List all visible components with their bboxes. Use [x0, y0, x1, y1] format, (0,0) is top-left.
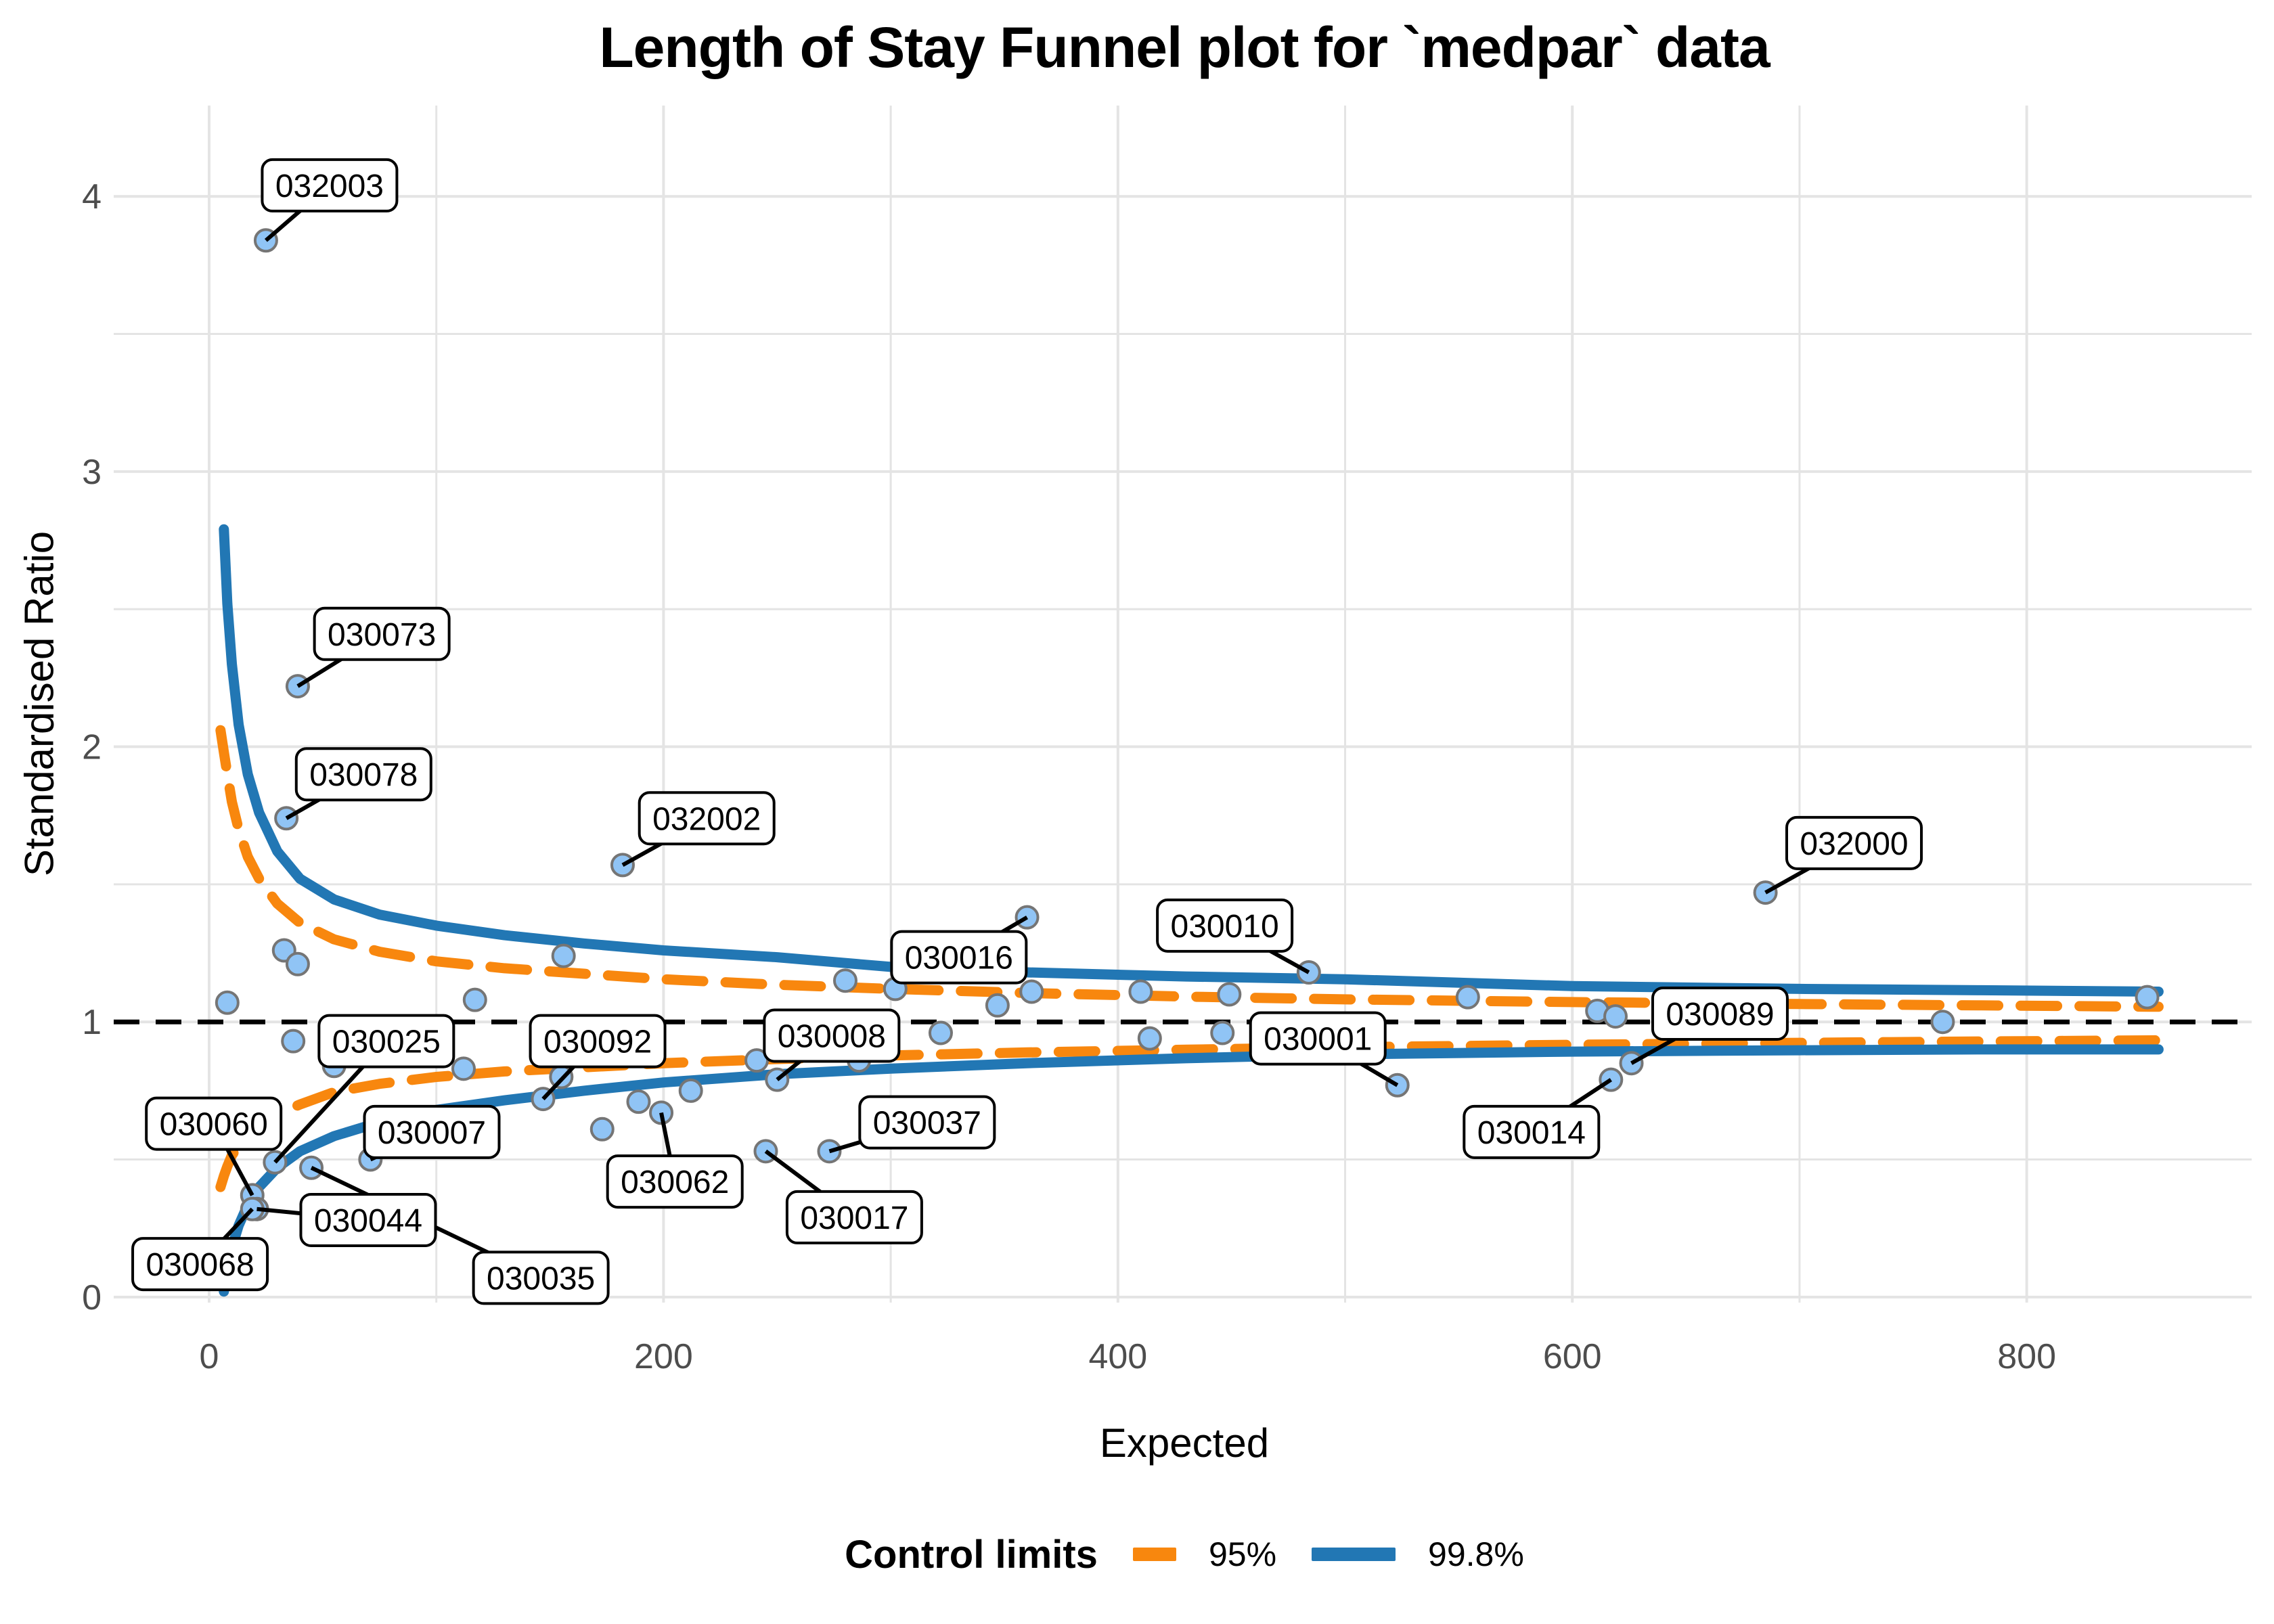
label-box-030035: [472, 1250, 610, 1305]
label-box-030062: [606, 1154, 744, 1209]
y-tick-label: 2: [82, 728, 102, 767]
legend-item-998: 99.8%: [1312, 1535, 1524, 1574]
y-tick-label: 3: [82, 453, 102, 492]
point-label-030062: 030062: [621, 1165, 729, 1200]
y-tick-label: 1: [82, 1003, 102, 1042]
point-label-030035: 030035: [487, 1261, 595, 1296]
dashed-line-key-icon: [1132, 1548, 1176, 1561]
label-box-030014: [1463, 1104, 1601, 1159]
data-point: [928, 1020, 953, 1045]
point-label-030025: 030025: [332, 1024, 441, 1060]
x-tick-label: 0: [200, 1337, 219, 1376]
point-label-030001: 030001: [1264, 1022, 1372, 1058]
point-label-030008: 030008: [778, 1019, 886, 1055]
point-label-030037: 030037: [873, 1106, 981, 1142]
data-point: [451, 1056, 476, 1081]
label-box-030001: [1249, 1011, 1387, 1066]
label-box-032002: [638, 791, 776, 846]
point-label-030078: 030078: [309, 757, 418, 793]
label-box-030060: [145, 1096, 283, 1151]
legend-label-998: 99.8%: [1428, 1535, 1524, 1573]
data-point: [1128, 979, 1153, 1004]
label-box-032003: [261, 158, 399, 212]
legend-item-95: 95%: [1132, 1535, 1277, 1574]
label-box-030008: [763, 1008, 901, 1063]
x-axis-title: Expected: [1099, 1420, 1270, 1466]
solid-line-key-icon: [1312, 1548, 1396, 1561]
data-point: [678, 1078, 703, 1103]
data-point: [1210, 1020, 1235, 1045]
point-label-030073: 030073: [328, 617, 436, 653]
point-label-030016: 030016: [905, 941, 1013, 976]
data-point: [215, 990, 240, 1015]
label-box-030017: [785, 1190, 923, 1244]
x-tick-label: 200: [634, 1337, 693, 1376]
label-box-030025: [317, 1014, 455, 1068]
control-limit-95-upper: [215, 725, 2164, 1012]
data-point: [1217, 982, 1242, 1007]
data-point: [832, 968, 857, 993]
data-point: [1455, 985, 1480, 1010]
data-point: [1930, 1010, 1955, 1035]
data-point: [462, 987, 487, 1012]
y-tick-label: 0: [82, 1278, 102, 1317]
data-point: [1603, 1004, 1628, 1029]
data-point: [285, 951, 310, 976]
label-box-032000: [1785, 815, 1923, 870]
y-axis-title: Standardised Ratio: [16, 531, 62, 877]
label-box-030016: [890, 930, 1028, 985]
x-tick-label: 400: [1088, 1337, 1147, 1376]
legend-title: Control limits: [845, 1532, 1098, 1577]
chart-title: Length of Stay Funnel plot for `medpar` …: [599, 16, 1770, 79]
data-point: [1019, 979, 1044, 1004]
control-limit-998-upper: [219, 524, 2164, 997]
point-label-030014: 030014: [1477, 1115, 1586, 1151]
data-point: [626, 1089, 651, 1114]
data-point: [551, 943, 576, 968]
y-tick-label: 4: [82, 177, 102, 217]
point-label-030010: 030010: [1171, 909, 1279, 945]
label-box-030037: [858, 1095, 996, 1150]
label-box-030092: [529, 1014, 667, 1068]
legend-label-95: 95%: [1208, 1535, 1277, 1573]
x-tick-label: 800: [1997, 1337, 2056, 1376]
legend: Control limits 95% 99.8%: [95, 1524, 2274, 1585]
data-point: [744, 1048, 770, 1073]
data-point: [589, 1116, 615, 1142]
point-label-030068: 030068: [146, 1247, 254, 1283]
label-box-030089: [1651, 987, 1789, 1041]
label-box-030010: [1156, 898, 1294, 953]
label-box-030073: [313, 606, 451, 661]
data-point: [2135, 985, 2160, 1010]
point-labels: 032003 030073 030078 032002 030016 030010 0320…: [131, 158, 1923, 1305]
point-label-030044: 030044: [314, 1203, 422, 1239]
label-box-030078: [294, 747, 432, 802]
data-point: [985, 993, 1010, 1018]
point-label-030092: 030092: [543, 1024, 652, 1060]
data-point: [281, 1029, 306, 1054]
point-label-030007: 030007: [378, 1115, 486, 1151]
label-box-030044: [299, 1193, 437, 1247]
label-box-030007: [363, 1104, 501, 1159]
point-label-032003: 032003: [275, 168, 384, 204]
point-label-032002: 032002: [652, 801, 761, 837]
point-label-030089: 030089: [1666, 997, 1774, 1033]
x-tick-label: 600: [1543, 1337, 1602, 1376]
data-point: [1137, 1026, 1162, 1051]
point-label-032000: 032000: [1800, 826, 1908, 862]
point-label-030060: 030060: [160, 1107, 268, 1143]
label-box-030068: [131, 1237, 269, 1292]
point-label-030017: 030017: [800, 1200, 908, 1236]
